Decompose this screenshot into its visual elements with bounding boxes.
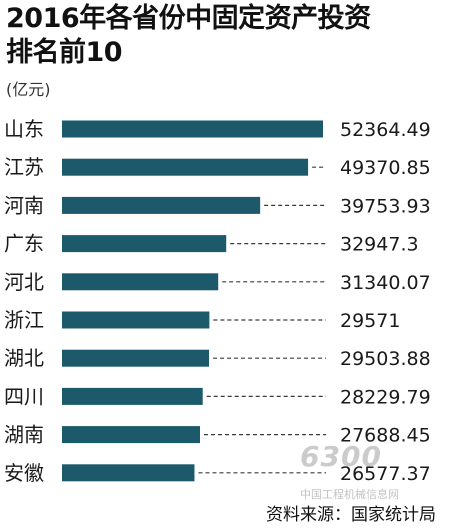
category-label: 安徽 <box>4 461 44 485</box>
value-label: 52364.49 <box>340 119 431 141</box>
source-note: 资料来源：国家统计局 <box>266 505 436 525</box>
chart-title-line-2: 排名前10 <box>6 37 123 68</box>
bar <box>62 120 323 138</box>
category-label: 湖南 <box>4 423 44 447</box>
bar <box>62 311 210 329</box>
value-label: 29503.88 <box>340 348 431 370</box>
value-label: 27688.45 <box>340 425 431 447</box>
category-label: 浙江 <box>4 308 44 332</box>
value-label: 29571 <box>340 310 400 332</box>
category-label: 河北 <box>4 270 44 294</box>
category-label: 山东 <box>4 117 44 141</box>
value-label: 49370.85 <box>340 157 431 179</box>
bar <box>62 273 219 291</box>
value-label: 31340.07 <box>340 272 431 294</box>
category-label: 湖北 <box>4 346 44 370</box>
watermark-caption: 中国工程机械信息网 <box>300 488 399 501</box>
bar <box>62 196 261 214</box>
category-label: 江苏 <box>4 155 44 179</box>
category-label: 广东 <box>4 232 44 256</box>
category-label: 河南 <box>4 193 44 217</box>
category-label: 四川 <box>4 384 44 408</box>
chart-title-line-1: 2016年各省份中固定资产投资 <box>6 3 371 34</box>
bar <box>62 158 309 176</box>
value-label: 28229.79 <box>340 386 431 408</box>
watermark-logo: 6300 <box>300 440 382 473</box>
bar <box>62 235 227 253</box>
bar <box>62 464 195 482</box>
value-label: 39753.93 <box>340 195 431 217</box>
chart-title: 2016年各省份中固定资产投资 排名前10 <box>6 2 371 70</box>
value-label: 26577.37 <box>340 463 431 485</box>
bar <box>62 426 201 444</box>
unit-label: (亿元) <box>6 80 51 99</box>
value-label: 32947.3 <box>340 234 419 256</box>
bar <box>62 387 203 405</box>
bar <box>62 349 210 367</box>
